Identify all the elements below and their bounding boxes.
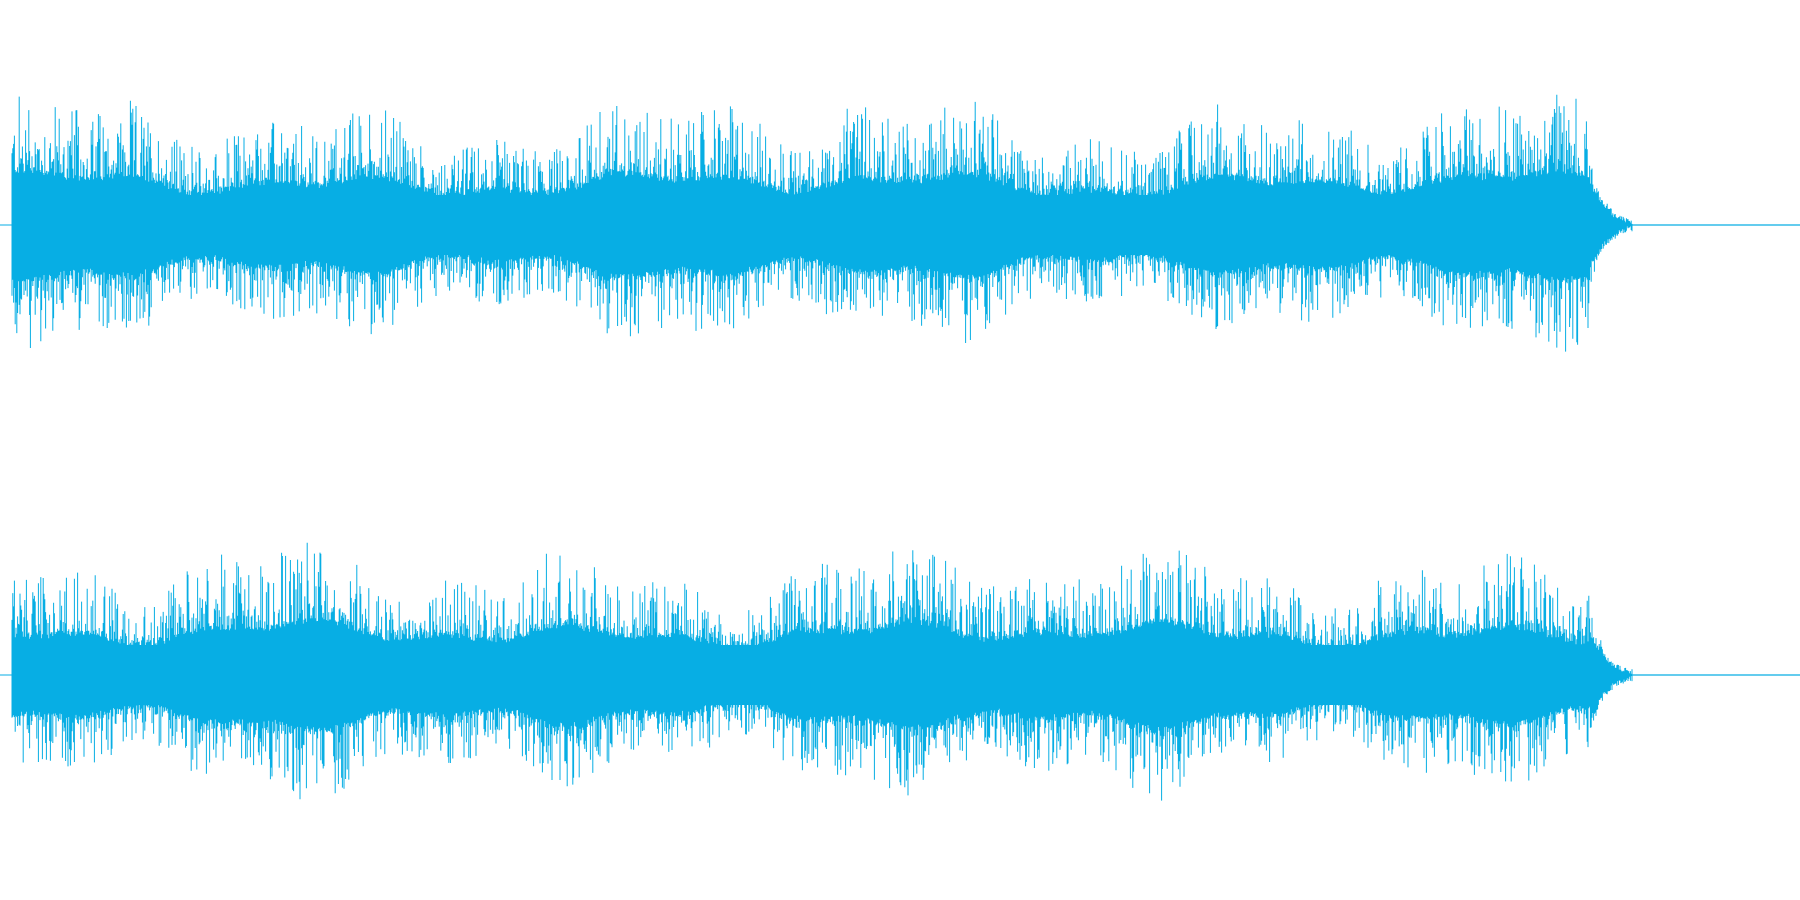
channel-right	[0, 542, 1800, 801]
waveform-core	[12, 195, 1590, 255]
waveform-core	[12, 645, 1590, 705]
channel-left	[0, 94, 1800, 352]
